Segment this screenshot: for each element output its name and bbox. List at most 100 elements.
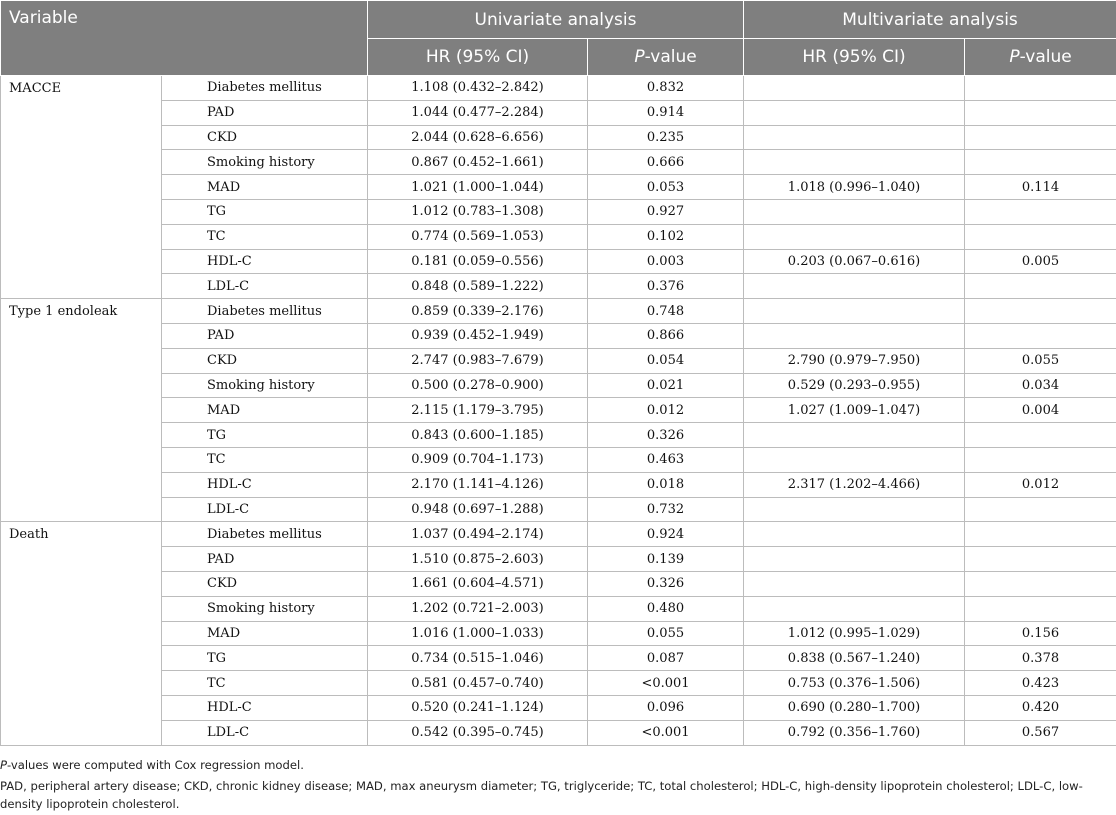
cell-univariate-hr: 0.500 (0.278–0.900) bbox=[367, 372, 588, 399]
table-row: MAD 1.021 (1.000–1.044) 0.053 1.018 (0.996–… bbox=[1, 174, 1116, 200]
cell-multivariate-hr bbox=[743, 546, 966, 572]
cell-variable: HDL-C bbox=[161, 248, 368, 275]
header-multi-p: P-value bbox=[964, 38, 1116, 76]
cell-univariate-p: 0.087 bbox=[586, 645, 745, 672]
cell-univariate-p: 0.235 bbox=[586, 124, 745, 151]
table-row: Smoking history 0.500 (0.278–0.900) 0.021 0… bbox=[1, 372, 1116, 399]
cell-variable: CKD bbox=[161, 347, 368, 374]
table-row: Death Diabetes mellitus 1.037 (0.494–2.174… bbox=[0, 521, 1116, 746]
cell-multivariate-p: 0.378 bbox=[964, 645, 1116, 672]
cell-multivariate-p: 0.055 bbox=[964, 347, 1116, 374]
results-table-container: Variable Univariate analysis Multivariat… bbox=[0, 0, 1116, 746]
cell-variable: LDL-C bbox=[161, 273, 368, 300]
table-row: TC 0.774 (0.569–1.053) 0.102 bbox=[1, 223, 1116, 250]
cell-univariate-hr: 0.520 (0.241–1.124) bbox=[367, 694, 588, 721]
cell-variable: MAD bbox=[161, 620, 368, 647]
cell-variable: Diabetes mellitus bbox=[161, 75, 368, 101]
table-row: PAD 1.510 (0.875–2.603) 0.139 bbox=[1, 546, 1116, 572]
cell-univariate-hr: 1.021 (1.000–1.044) bbox=[367, 174, 588, 200]
header-variable: Variable bbox=[0, 0, 368, 76]
cell-variable: HDL-C bbox=[161, 471, 368, 498]
header-p-italic: P bbox=[634, 47, 645, 67]
cell-univariate-hr: 0.542 (0.395–0.745) bbox=[367, 719, 588, 746]
header-p-suffix: -value bbox=[644, 47, 697, 67]
header-uni-hr: HR (95% CI) bbox=[367, 38, 588, 76]
cell-multivariate-p bbox=[964, 75, 1116, 101]
table-row: Smoking history 1.202 (0.721–2.003) 0.480 bbox=[1, 595, 1116, 622]
cell-variable: Smoking history bbox=[161, 372, 368, 399]
cell-univariate-p: 0.732 bbox=[586, 496, 745, 523]
cell-univariate-p: 0.012 bbox=[586, 397, 745, 424]
cell-multivariate-p bbox=[964, 422, 1116, 448]
cell-multivariate-p bbox=[964, 446, 1116, 473]
cell-multivariate-hr bbox=[743, 422, 966, 448]
cell-multivariate-hr bbox=[743, 124, 966, 151]
cell-multivariate-hr: 2.317 (1.202–4.466) bbox=[743, 471, 966, 498]
cell-multivariate-hr bbox=[743, 446, 966, 473]
cell-univariate-hr: 1.108 (0.432–2.842) bbox=[367, 75, 588, 101]
cell-multivariate-hr bbox=[743, 75, 966, 101]
cox-regression-table: Variable Univariate analysis Multivariat… bbox=[0, 0, 1116, 746]
group-label: MACCE bbox=[0, 74, 162, 300]
table-row: HDL-C 0.181 (0.059–0.556) 0.003 0.203 (0.06… bbox=[1, 248, 1116, 275]
cell-univariate-hr: 0.848 (0.589–1.222) bbox=[367, 273, 588, 300]
cell-multivariate-p bbox=[964, 273, 1116, 300]
group-label: Death bbox=[0, 521, 162, 746]
cell-multivariate-p: 0.034 bbox=[964, 372, 1116, 399]
table-row: TC 0.909 (0.704–1.173) 0.463 bbox=[1, 446, 1116, 473]
cell-multivariate-hr bbox=[743, 595, 966, 622]
cell-univariate-p: 0.018 bbox=[586, 471, 745, 498]
cell-univariate-p: 0.666 bbox=[586, 149, 745, 176]
cell-univariate-p: 0.748 bbox=[586, 298, 745, 324]
cell-univariate-p: 0.914 bbox=[586, 99, 745, 126]
cell-variable: MAD bbox=[161, 397, 368, 424]
cell-multivariate-hr: 0.529 (0.293–0.955) bbox=[743, 372, 966, 399]
table-row: MAD 1.016 (1.000–1.033) 0.055 1.012 (0.995–… bbox=[1, 620, 1116, 647]
cell-univariate-hr: 0.867 (0.452–1.661) bbox=[367, 149, 588, 176]
cell-univariate-hr: 0.181 (0.059–0.556) bbox=[367, 248, 588, 275]
header-uni-p: P-value bbox=[586, 38, 745, 76]
cell-variable: Diabetes mellitus bbox=[161, 298, 368, 324]
cell-multivariate-p: 0.005 bbox=[964, 248, 1116, 275]
cell-multivariate-p bbox=[964, 496, 1116, 523]
cell-multivariate-p bbox=[964, 322, 1116, 349]
cell-variable: CKD bbox=[161, 124, 368, 151]
cell-multivariate-hr bbox=[743, 198, 966, 225]
footnote-abbreviations: PAD, peripheral artery disease; CKD, chr… bbox=[0, 779, 1083, 811]
cell-variable: LDL-C bbox=[161, 719, 368, 746]
table-row: CKD 2.044 (0.628–6.656) 0.235 bbox=[1, 124, 1116, 151]
cell-multivariate-hr bbox=[743, 570, 966, 597]
header-p-italic: P bbox=[1009, 47, 1020, 67]
table-row: TC 0.581 (0.457–0.740) <0.001 0.753 (0.376–… bbox=[1, 670, 1116, 696]
cell-univariate-p: <0.001 bbox=[586, 719, 745, 746]
cell-univariate-p: 0.463 bbox=[586, 446, 745, 473]
table-row: Type 1 endoleak Diabetes mellitus 0.859 (0… bbox=[0, 298, 1116, 523]
cell-variable: TC bbox=[161, 446, 368, 473]
cell-multivariate-hr bbox=[743, 149, 966, 176]
cell-variable: PAD bbox=[161, 546, 368, 572]
cell-multivariate-p bbox=[964, 223, 1116, 250]
cell-multivariate-hr bbox=[743, 298, 966, 324]
header-univariate: Univariate analysis bbox=[366, 0, 745, 39]
cell-univariate-hr: 0.734 (0.515–1.046) bbox=[367, 645, 588, 672]
cell-univariate-p: 0.021 bbox=[586, 372, 745, 399]
cell-univariate-p: 0.927 bbox=[586, 198, 745, 225]
cell-variable: CKD bbox=[161, 570, 368, 597]
cell-univariate-hr: 0.774 (0.569–1.053) bbox=[367, 223, 588, 250]
cell-variable: HDL-C bbox=[161, 694, 368, 721]
cell-univariate-p: 0.480 bbox=[586, 595, 745, 622]
table-row: CKD 2.747 (0.983–7.679) 0.054 2.790 (0.979–… bbox=[1, 347, 1116, 374]
cell-univariate-hr: 0.939 (0.452–1.949) bbox=[367, 322, 588, 349]
cell-multivariate-p bbox=[964, 570, 1116, 597]
cell-univariate-hr: 1.510 (0.875–2.603) bbox=[367, 546, 588, 572]
table-row: CKD 1.661 (0.604–4.571) 0.326 bbox=[1, 570, 1116, 597]
table-row: LDL-C 0.542 (0.395–0.745) <0.001 0.792 (0.3… bbox=[1, 719, 1116, 746]
cell-univariate-hr: 0.843 (0.600–1.185) bbox=[367, 422, 588, 448]
cell-univariate-hr: 1.044 (0.477–2.284) bbox=[367, 99, 588, 126]
cell-variable: Smoking history bbox=[161, 595, 368, 622]
table-row: MAD 2.115 (1.179–3.795) 0.012 1.027 (1.009–… bbox=[1, 397, 1116, 424]
footnote-p-text: -values were computed with Cox regressio… bbox=[7, 758, 304, 772]
cell-univariate-hr: 1.661 (0.604–4.571) bbox=[367, 570, 588, 597]
cell-multivariate-p: 0.004 bbox=[964, 397, 1116, 424]
table-row: HDL-C 0.520 (0.241–1.124) 0.096 0.690 (0.28… bbox=[1, 694, 1116, 721]
